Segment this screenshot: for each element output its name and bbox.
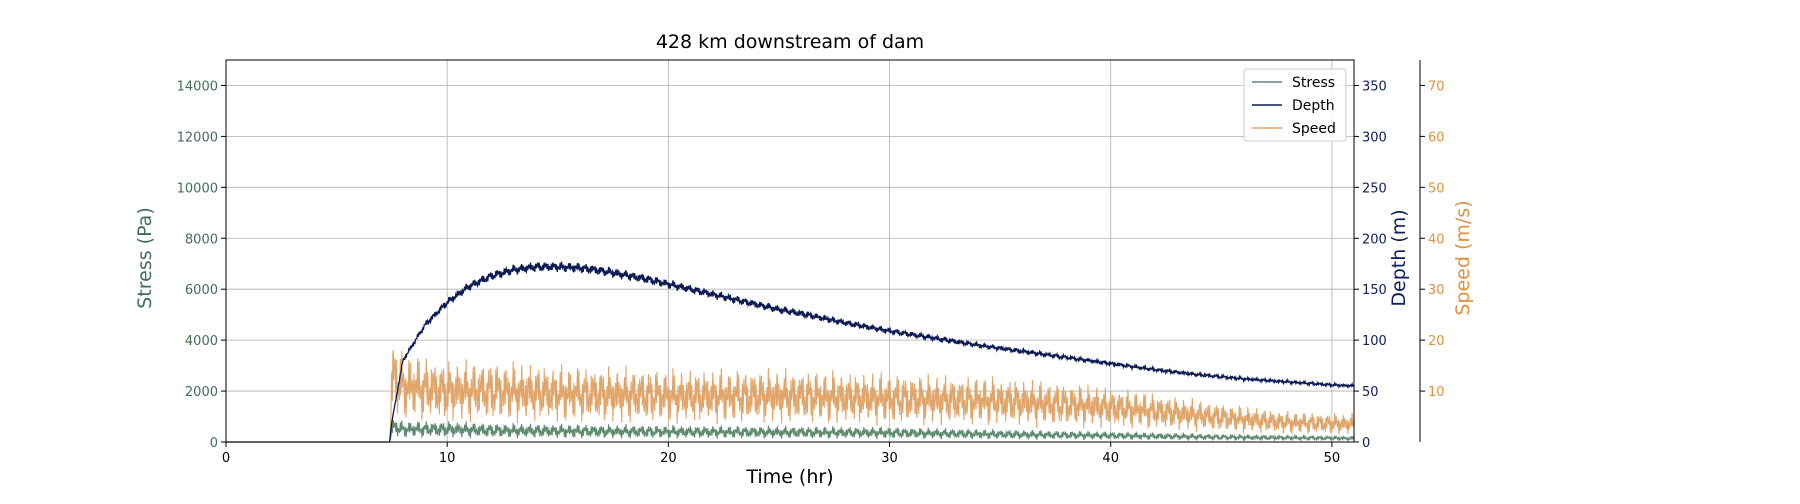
- plot-area: [226, 261, 1355, 443]
- series-stress-line: [226, 419, 1355, 443]
- stress-tick-label: 0: [210, 436, 218, 451]
- speed-tick-label: 50: [1428, 181, 1445, 196]
- series-speed-line: [226, 349, 1355, 443]
- depth-tick-label: 100: [1362, 334, 1387, 349]
- depth-axis-label: Depth (m): [1388, 209, 1410, 306]
- legend-label-speed: Speed: [1292, 121, 1336, 137]
- legend-label-depth: Depth: [1292, 98, 1335, 114]
- series-depth-line: [226, 261, 1355, 443]
- speed-tick-label: 20: [1428, 334, 1445, 349]
- depth-tick-label: 150: [1362, 283, 1387, 298]
- x-tick-label: 40: [1102, 451, 1119, 466]
- speed-tick-label: 60: [1428, 130, 1445, 145]
- depth-tick-label: 200: [1362, 232, 1387, 247]
- stress-tick-label: 2000: [185, 385, 218, 400]
- stress-tick-label: 8000: [185, 232, 218, 247]
- chart-title: 428 km downstream of dam: [656, 31, 924, 53]
- stress-tick-label: 4000: [185, 334, 218, 349]
- speed-tick-label: 70: [1428, 79, 1445, 94]
- x-tick-label: 30: [881, 451, 898, 466]
- x-axis: 0 10 20 30 40 50: [222, 442, 1340, 466]
- stress-tick-label: 6000: [185, 283, 218, 298]
- legend-box: [1243, 68, 1347, 142]
- stress-tick-label: 12000: [177, 130, 218, 145]
- plot-frame: [225, 59, 1355, 443]
- x-axis-label: Time (hr): [745, 466, 833, 488]
- speed-tick-label: 30: [1428, 283, 1445, 298]
- depth-tick-label: 350: [1362, 79, 1387, 94]
- depth-tick-label: 250: [1362, 181, 1387, 196]
- speed-tick-label: 40: [1428, 232, 1445, 247]
- depth-tick-label: 50: [1362, 385, 1379, 400]
- speed-tick-label: 10: [1428, 385, 1445, 400]
- depth-tick-label: 300: [1362, 130, 1387, 145]
- stress-tick-label: 10000: [177, 181, 218, 196]
- x-tick-label: 0: [222, 451, 230, 466]
- x-tick-label: 50: [1324, 451, 1341, 466]
- x-tick-label: 20: [660, 451, 677, 466]
- legend: Stress Depth Speed: [1243, 68, 1347, 142]
- stress-axis-label: Stress (Pa): [134, 207, 156, 309]
- legend-label-stress: Stress: [1292, 75, 1335, 91]
- depth-tick-label: 0: [1362, 436, 1370, 451]
- stress-tick-label: 14000: [177, 79, 218, 94]
- speed-axis-label: Speed (m/s): [1452, 200, 1474, 315]
- x-tick-label: 10: [439, 451, 456, 466]
